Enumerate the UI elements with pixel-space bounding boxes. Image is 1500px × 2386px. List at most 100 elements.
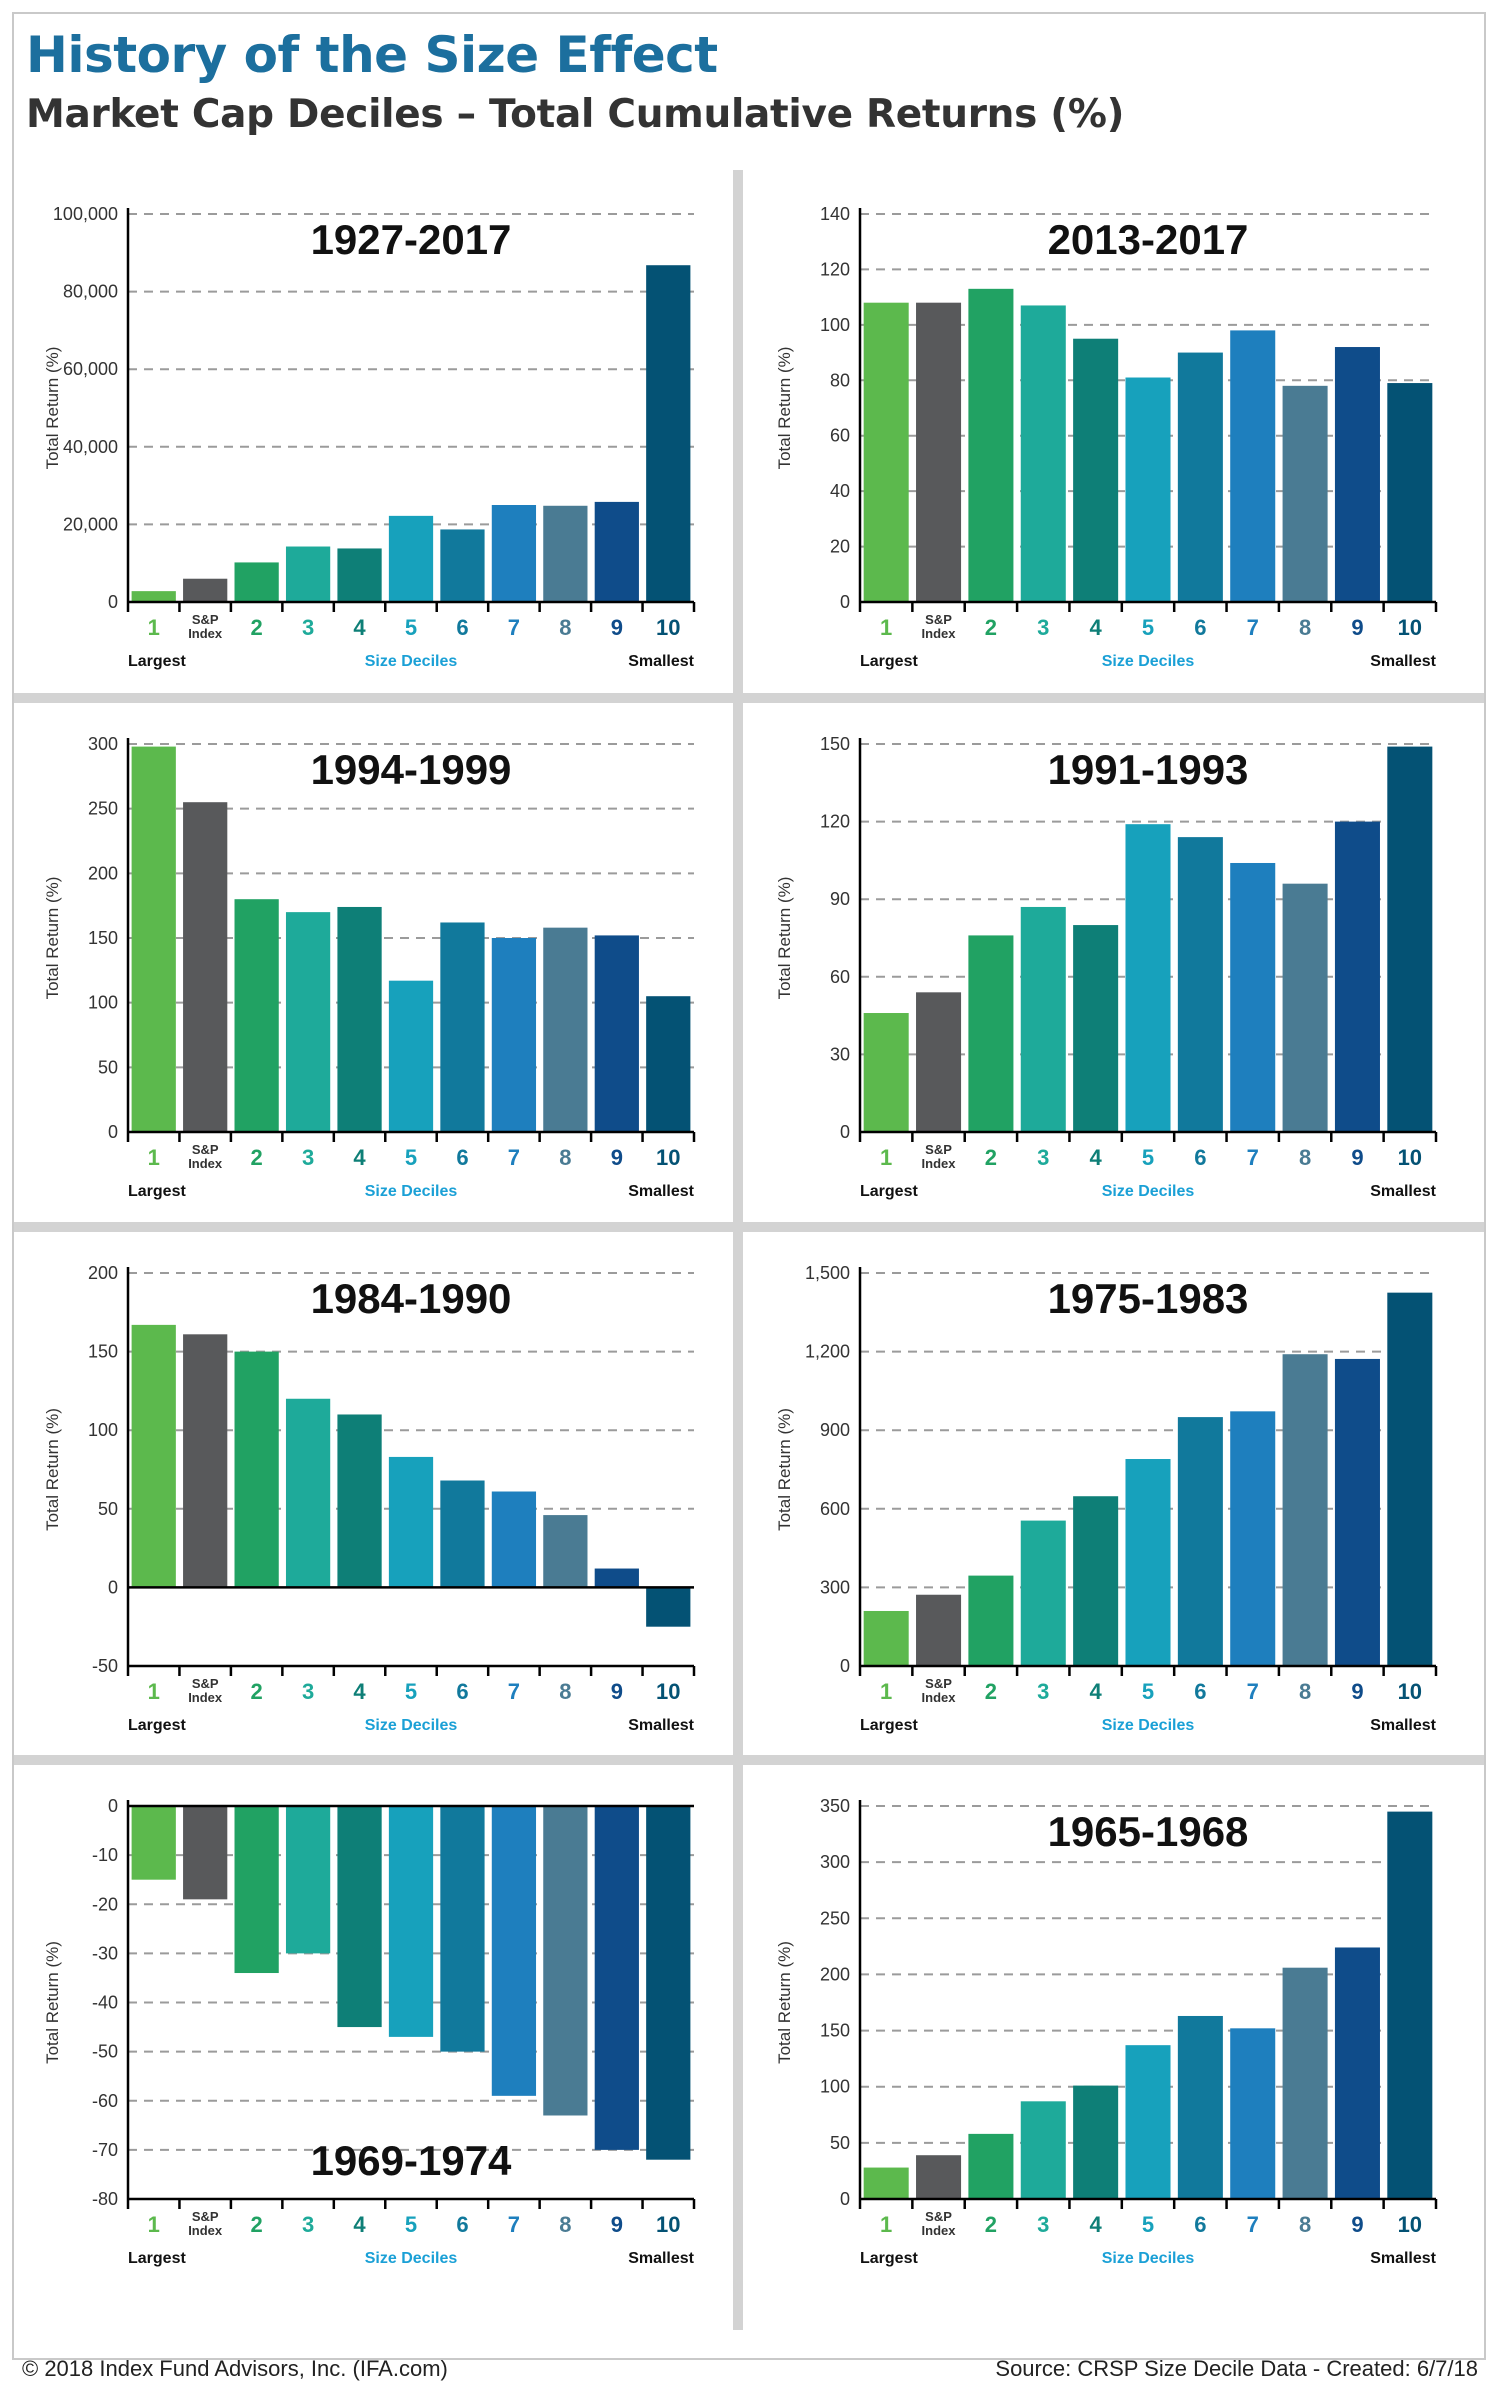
bar — [1073, 1496, 1119, 1666]
bar — [234, 562, 279, 602]
bar — [646, 265, 691, 602]
bar — [594, 1806, 639, 2150]
y-tick-label: 0 — [108, 1122, 118, 1142]
x-tick-label: 6 — [456, 615, 468, 640]
bar — [543, 927, 588, 1132]
bar — [388, 1806, 434, 2037]
x-left-label: Largest — [860, 1717, 918, 1734]
x-tick-label: 1 — [880, 615, 892, 640]
y-tick-label: 300 — [820, 1852, 850, 1872]
bar — [1282, 385, 1328, 602]
bar — [491, 1806, 537, 2096]
x-tick-label: 8 — [559, 1679, 571, 1704]
bar — [1282, 1967, 1328, 2199]
chart-svg-1994-1999: 0 50 100 150 200 250 300 Total Return (%) 1 S&PIn… — [43, 734, 696, 1200]
bar — [863, 2167, 909, 2199]
chart-title: 1994-1999 — [311, 746, 512, 793]
bar — [183, 578, 228, 602]
x-tick-label: 10 — [656, 1145, 680, 1170]
y-tick-label: 250 — [820, 1908, 850, 1928]
x-left-label: Largest — [860, 2250, 918, 2267]
x-tick-label: 8 — [1299, 1679, 1311, 1704]
x-tick-label: 3 — [302, 615, 314, 640]
chart-1927-2017: 0 20,000 40,000 60,000 80,000 100,000 Total Re… — [20, 178, 730, 688]
y-axis-title: Total Return (%) — [43, 877, 62, 1000]
x-tick-label: 10 — [656, 2212, 680, 2237]
x-tick-label: 3 — [1037, 2212, 1049, 2237]
y-axis-title: Total Return (%) — [775, 877, 794, 1000]
x-tick-label: 8 — [559, 1145, 571, 1170]
x-tick-label: 2 — [985, 1679, 997, 1704]
bar — [440, 529, 485, 602]
y-tick-label: 0 — [840, 1122, 850, 1142]
bar — [1334, 1358, 1380, 1666]
bar — [1230, 862, 1276, 1132]
x-tick-label-index: Index — [188, 2223, 223, 2238]
x-tick-label: 9 — [1351, 1679, 1363, 1704]
x-tick-label: 2 — [985, 2212, 997, 2237]
bar — [388, 980, 434, 1132]
bar — [646, 996, 691, 1132]
x-tick-label: 7 — [1247, 1679, 1259, 1704]
y-tick-label: 60 — [830, 426, 850, 446]
x-axis-title: Size Deciles — [365, 2250, 458, 2267]
x-axis-title: Size Deciles — [1102, 653, 1195, 670]
bar — [543, 505, 588, 602]
bar — [285, 1806, 331, 1954]
x-tick-label: 9 — [1351, 615, 1363, 640]
y-tick-label: 150 — [820, 2021, 850, 2041]
chart-1984-1990: -50 0 50 100 150 200 Total Return (%) 1 S&P Index… — [20, 1237, 730, 1752]
x-tick-label-sp: S&P — [192, 1676, 219, 1691]
x-tick-label: 10 — [1398, 1679, 1422, 1704]
x-tick-label: 6 — [1194, 2212, 1206, 2237]
bar — [183, 1334, 228, 1588]
bar — [234, 1806, 279, 1974]
chart-svg-2013-2017: 0 20 40 60 80 100 120 140 Total Return (%) 1 S&PIn… — [775, 204, 1438, 670]
bar — [1387, 1811, 1433, 2199]
x-tick-label: 5 — [405, 1679, 417, 1704]
source-note: Source: CRSP Size Decile Data - Created:… — [995, 2356, 1478, 2381]
x-right-label: Smallest — [1370, 1717, 1436, 1734]
x-right-label: Smallest — [1370, 653, 1436, 670]
bar — [916, 302, 962, 602]
x-tick-label: 9 — [611, 2212, 623, 2237]
x-tick-label: 7 — [1247, 615, 1259, 640]
y-tick-label: 150 — [88, 1342, 118, 1362]
x-tick-label: 5 — [1142, 2212, 1154, 2237]
chart-1994-1999: 0 50 100 150 200 250 300 Total Return (%) 1 S&P In… — [20, 708, 730, 1218]
bar — [337, 1806, 382, 2028]
y-tick-label: 30 — [830, 1044, 850, 1064]
y-tick-label: 600 — [820, 1499, 850, 1519]
bar — [543, 1515, 588, 1588]
x-tick-label: 7 — [508, 1679, 520, 1704]
x-tick-label-sp: S&P — [925, 612, 952, 627]
x-left-label: Largest — [860, 653, 918, 670]
x-tick-label: 6 — [1194, 615, 1206, 640]
x-tick-label: 9 — [611, 615, 623, 640]
bar — [337, 548, 382, 602]
x-tick-label: 3 — [1037, 1145, 1049, 1170]
bar — [234, 1351, 279, 1588]
chart-svg-1969-1974: -80 -70 -60 -50 -40 -30 -20 -10 0 Total Return (%… — [43, 1796, 696, 2267]
x-tick-label-index: Index — [188, 626, 223, 641]
x-tick-label: 3 — [1037, 615, 1049, 640]
chart-title: 1991-1993 — [1048, 746, 1249, 793]
y-tick-label: 200 — [88, 863, 118, 883]
bar — [1177, 1417, 1223, 1666]
x-axis-title: Size Deciles — [1102, 1717, 1195, 1734]
y-tick-label: 60,000 — [63, 359, 118, 379]
bar — [183, 1806, 228, 1900]
x-axis-title: Size Deciles — [365, 653, 458, 670]
x-tick-label: 4 — [1090, 615, 1103, 640]
x-tick-label-index: Index — [922, 626, 957, 641]
x-tick-label-index: Index — [188, 1156, 223, 1171]
x-tick-label-sp: S&P — [925, 2209, 952, 2224]
y-tick-label: -40 — [92, 1993, 118, 2013]
y-axis-title: Total Return (%) — [775, 1408, 794, 1531]
bar — [1020, 2101, 1066, 2199]
bar — [863, 1610, 909, 1666]
x-tick-label: 10 — [656, 615, 680, 640]
x-tick-label: 2 — [251, 1145, 263, 1170]
x-tick-label: 8 — [559, 615, 571, 640]
bar — [1334, 347, 1380, 602]
